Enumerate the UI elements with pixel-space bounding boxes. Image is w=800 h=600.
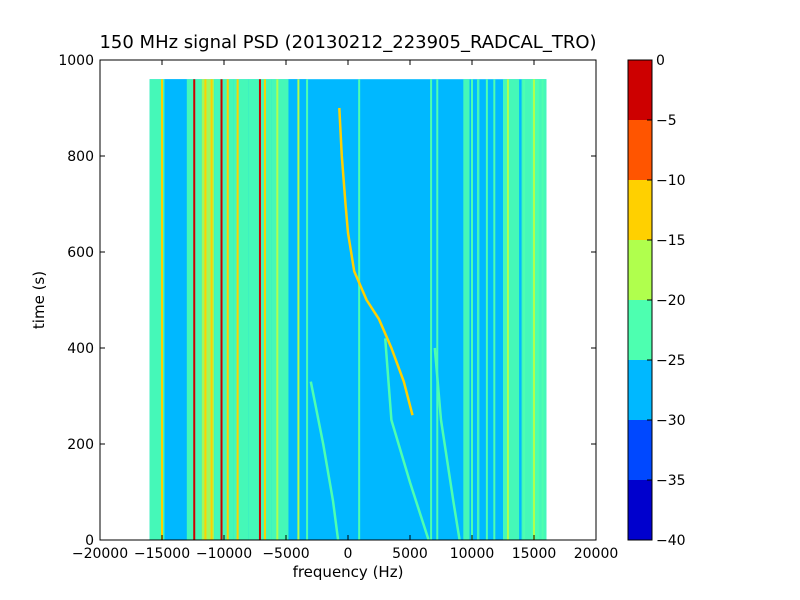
colorbar-tick-label: −25 bbox=[656, 353, 686, 369]
heatmap-band bbox=[271, 79, 289, 540]
x-tick-label: −15000 bbox=[134, 546, 190, 562]
heatmap-trace bbox=[338, 107, 414, 416]
y-tick-label: 0 bbox=[85, 533, 94, 549]
x-tick-label: −20000 bbox=[72, 546, 128, 562]
colorbar-tick-label: 0 bbox=[656, 53, 665, 69]
y-tick-label: 200 bbox=[67, 437, 94, 453]
x-tick-label: −5000 bbox=[262, 546, 309, 562]
colorbar-tick-label: −15 bbox=[656, 233, 686, 249]
x-tick-label: 5000 bbox=[392, 546, 428, 562]
heatmap-trace bbox=[383, 338, 430, 540]
y-tick-label: 1000 bbox=[58, 53, 94, 69]
heatmap-band bbox=[463, 79, 470, 540]
colorbar-swatch bbox=[628, 180, 652, 240]
x-axis-label: frequency (Hz) bbox=[293, 563, 404, 581]
x-tick-label: 0 bbox=[344, 546, 353, 562]
colorbar-swatch bbox=[628, 60, 652, 120]
y-axis: 0 200 400 600 800 1000 bbox=[58, 53, 596, 549]
y-tick-label: 400 bbox=[67, 341, 94, 357]
heatmap-band bbox=[503, 79, 520, 540]
x-tick-label: 10000 bbox=[450, 546, 495, 562]
heatmap bbox=[149, 79, 547, 540]
colorbar-tick-label: −40 bbox=[656, 533, 686, 549]
y-tick-label: 800 bbox=[67, 149, 94, 165]
chart-title: 150 MHz signal PSD (20130212_223905_RADC… bbox=[99, 32, 596, 53]
x-tick-label: 20000 bbox=[574, 546, 619, 562]
x-tick-label: −10000 bbox=[196, 546, 252, 562]
colorbar-tick-label: −10 bbox=[656, 173, 686, 189]
heatmap-band bbox=[164, 79, 187, 540]
heatmap-trace bbox=[309, 381, 340, 540]
colorbar-swatch bbox=[628, 420, 652, 480]
x-tick-label: 15000 bbox=[512, 546, 557, 562]
heatmap-band bbox=[214, 79, 234, 540]
colorbar-swatch bbox=[628, 240, 652, 300]
colorbar: 0 −5 −10 −15 −20 −25 −30 −35 −40 bbox=[627, 53, 686, 549]
colorbar-swatch bbox=[628, 480, 652, 540]
colorbar-tick-label: −35 bbox=[656, 473, 686, 489]
heatmap-band bbox=[476, 79, 480, 540]
heatmap-band bbox=[149, 79, 165, 540]
colorbar-tick-label: −20 bbox=[656, 293, 686, 309]
heatmap-band bbox=[233, 79, 249, 540]
heatmap-trace bbox=[433, 347, 461, 540]
colorbar-tick-label: −30 bbox=[656, 413, 686, 429]
y-tick-label: 600 bbox=[67, 245, 94, 261]
x-axis: −20000 −15000 −10000 −5000 0 5000 10000 15000 20… bbox=[72, 60, 618, 562]
colorbar-tick-label: −5 bbox=[656, 113, 677, 129]
colorbar-swatch bbox=[628, 300, 652, 360]
colorbar-swatch bbox=[628, 360, 652, 420]
y-axis-label: time (s) bbox=[30, 271, 48, 329]
heatmap-band bbox=[531, 79, 539, 540]
colorbar-swatch bbox=[628, 120, 652, 180]
